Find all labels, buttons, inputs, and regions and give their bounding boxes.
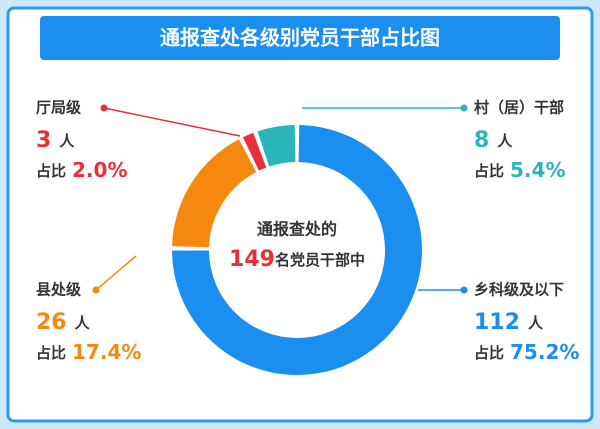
donut-segment [172, 125, 422, 375]
share-prefix: 占比 [474, 162, 504, 180]
count-label: 112 人 [474, 310, 544, 335]
total: 149 [229, 247, 275, 272]
percent-label: 75.2% [510, 340, 579, 364]
leader-dot [460, 104, 468, 112]
share-label: 占比 5.4% [474, 158, 565, 182]
category-label: 县处级 [36, 281, 82, 299]
panel [6, 6, 594, 423]
share-prefix: 占比 [36, 162, 66, 180]
count-label: 26 人 [36, 310, 91, 335]
count: 3 [36, 128, 51, 153]
center-suffix: 名党员干部中 [275, 251, 365, 269]
leader-dot [460, 286, 468, 294]
donut-segment [172, 139, 257, 248]
leader-dot [100, 104, 108, 112]
unit: 人 [497, 132, 513, 150]
share-prefix: 占比 [36, 344, 66, 362]
category-label: 乡科级及以下 [474, 281, 564, 299]
unit: 人 [528, 314, 544, 332]
center-text: 149名党员干部中 [229, 247, 365, 272]
count: 112 [474, 310, 520, 335]
leader-dot [92, 286, 100, 294]
count: 8 [474, 128, 489, 153]
count: 26 [36, 310, 67, 335]
unit: 人 [59, 132, 75, 150]
category-label: 村（居）干部 [474, 99, 564, 117]
percent-label: 17.4% [72, 340, 141, 364]
donut-segment [257, 125, 296, 167]
percent-label: 2.0% [72, 158, 127, 182]
unit: 人 [75, 314, 91, 332]
center-prefix: 通报查处的 [257, 220, 337, 239]
leader-line [95, 255, 137, 291]
share-label: 占比 75.2% [474, 340, 579, 364]
share-prefix: 占比 [474, 344, 504, 362]
percent-label: 5.4% [510, 158, 565, 182]
donut-segment [242, 132, 267, 171]
category-label: 厅局级 [36, 99, 82, 117]
leader-line [103, 107, 241, 137]
chart-title: 通报查处各级别党员干部占比图 [160, 26, 440, 50]
share-label: 占比 17.4% [36, 340, 141, 364]
share-label: 占比 2.0% [36, 158, 127, 182]
title-banner [40, 16, 560, 60]
